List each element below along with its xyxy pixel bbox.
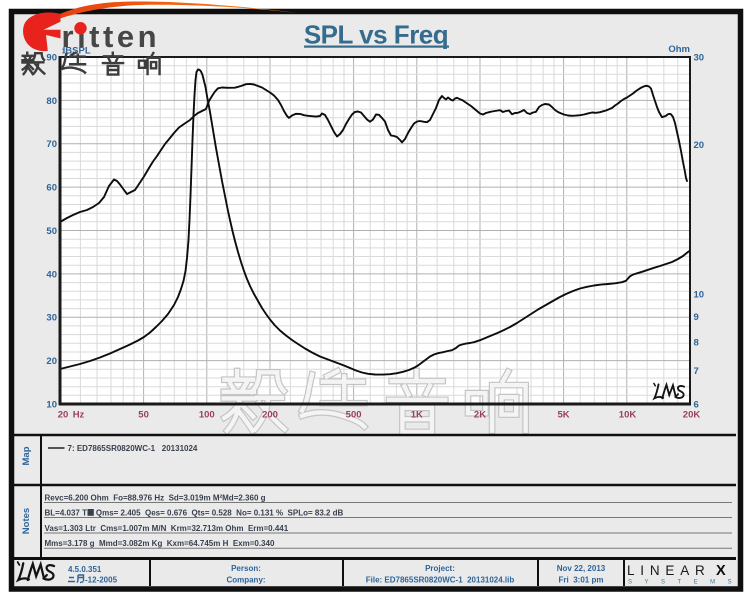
svg-text:Project:: Project: — [425, 564, 455, 573]
svg-text:1K: 1K — [411, 410, 423, 421]
svg-text:7: ED7865SR0820WC-1 20131024: 7: ED7865SR0820WC-1 20131024 — [68, 444, 198, 453]
svg-text:Ohm: Ohm — [668, 44, 690, 55]
svg-text:10K: 10K — [619, 410, 637, 421]
svg-text:File: ED7865SR0820WC-1 201310: File: ED7865SR0820WC-1 20131024.lib — [366, 576, 515, 585]
svg-text:dBSPL: dBSPL — [60, 46, 91, 57]
svg-text:7: 7 — [694, 366, 699, 377]
svg-text:9: 9 — [694, 312, 699, 323]
svg-text:30: 30 — [46, 313, 57, 324]
svg-text:20K: 20K — [683, 410, 701, 421]
svg-text:60: 60 — [46, 183, 57, 194]
svg-text:4.5.0.351: 4.5.0.351 — [68, 565, 102, 574]
svg-text:Revc=6.200 Ohm Fo=88.976 Hz: Revc=6.200 Ohm Fo=88.976 Hz Sd=3.019m M²… — [45, 494, 266, 503]
svg-text:SYSTEMS: SYSTEMS — [628, 580, 744, 586]
svg-text:10: 10 — [46, 399, 57, 410]
svg-text:40: 40 — [46, 269, 57, 280]
svg-text:X: X — [716, 563, 726, 579]
svg-text:LINEAR: LINEAR — [627, 563, 711, 578]
svg-text:Hz: Hz — [73, 410, 85, 421]
svg-text:200: 200 — [262, 410, 278, 421]
svg-text:6: 6 — [694, 399, 699, 410]
svg-text:Person:: Person: — [231, 564, 261, 573]
svg-text:50: 50 — [138, 410, 149, 421]
svg-text:20: 20 — [694, 140, 705, 151]
svg-text:80: 80 — [46, 96, 57, 107]
svg-text:500: 500 — [346, 410, 362, 421]
svg-text:20: 20 — [46, 356, 57, 367]
svg-text:Nov 22, 2013: Nov 22, 2013 — [557, 564, 606, 573]
svg-text:20: 20 — [58, 410, 69, 421]
svg-text:Fri 3:01 pm: Fri 3:01 pm — [559, 576, 604, 585]
svg-text:-12-2005: -12-2005 — [85, 576, 118, 585]
svg-text:BL=4.037 T Qms= 2.405 Qes=: BL=4.037 T Qms= 2.405 Qes= 0.676 Qts= 0.… — [45, 509, 344, 518]
svg-text:2K: 2K — [474, 410, 486, 421]
svg-text:Company:: Company: — [226, 576, 265, 585]
svg-text:Map: Map — [21, 446, 32, 465]
svg-text:30: 30 — [694, 52, 705, 63]
svg-text:Mms=3.178 g Mmd=3.082m Kg Kx: Mms=3.178 g Mmd=3.082m Kg Kxm=64.745m H … — [45, 539, 275, 548]
svg-text:50: 50 — [46, 226, 57, 237]
svg-text:8: 8 — [694, 337, 699, 348]
svg-text:100: 100 — [199, 410, 215, 421]
svg-text:90: 90 — [46, 52, 57, 63]
svg-text:Vas=1.303 Ltr Cms=1.007m M/N: Vas=1.303 Ltr Cms=1.007m M/N Krm=32.713m… — [45, 524, 289, 533]
svg-text:70: 70 — [46, 139, 57, 150]
svg-text:SPL vs Freq: SPL vs Freq — [304, 20, 448, 50]
svg-text:10: 10 — [694, 289, 705, 300]
svg-text:5K: 5K — [558, 410, 570, 421]
svg-text:Notes: Notes — [21, 508, 32, 534]
